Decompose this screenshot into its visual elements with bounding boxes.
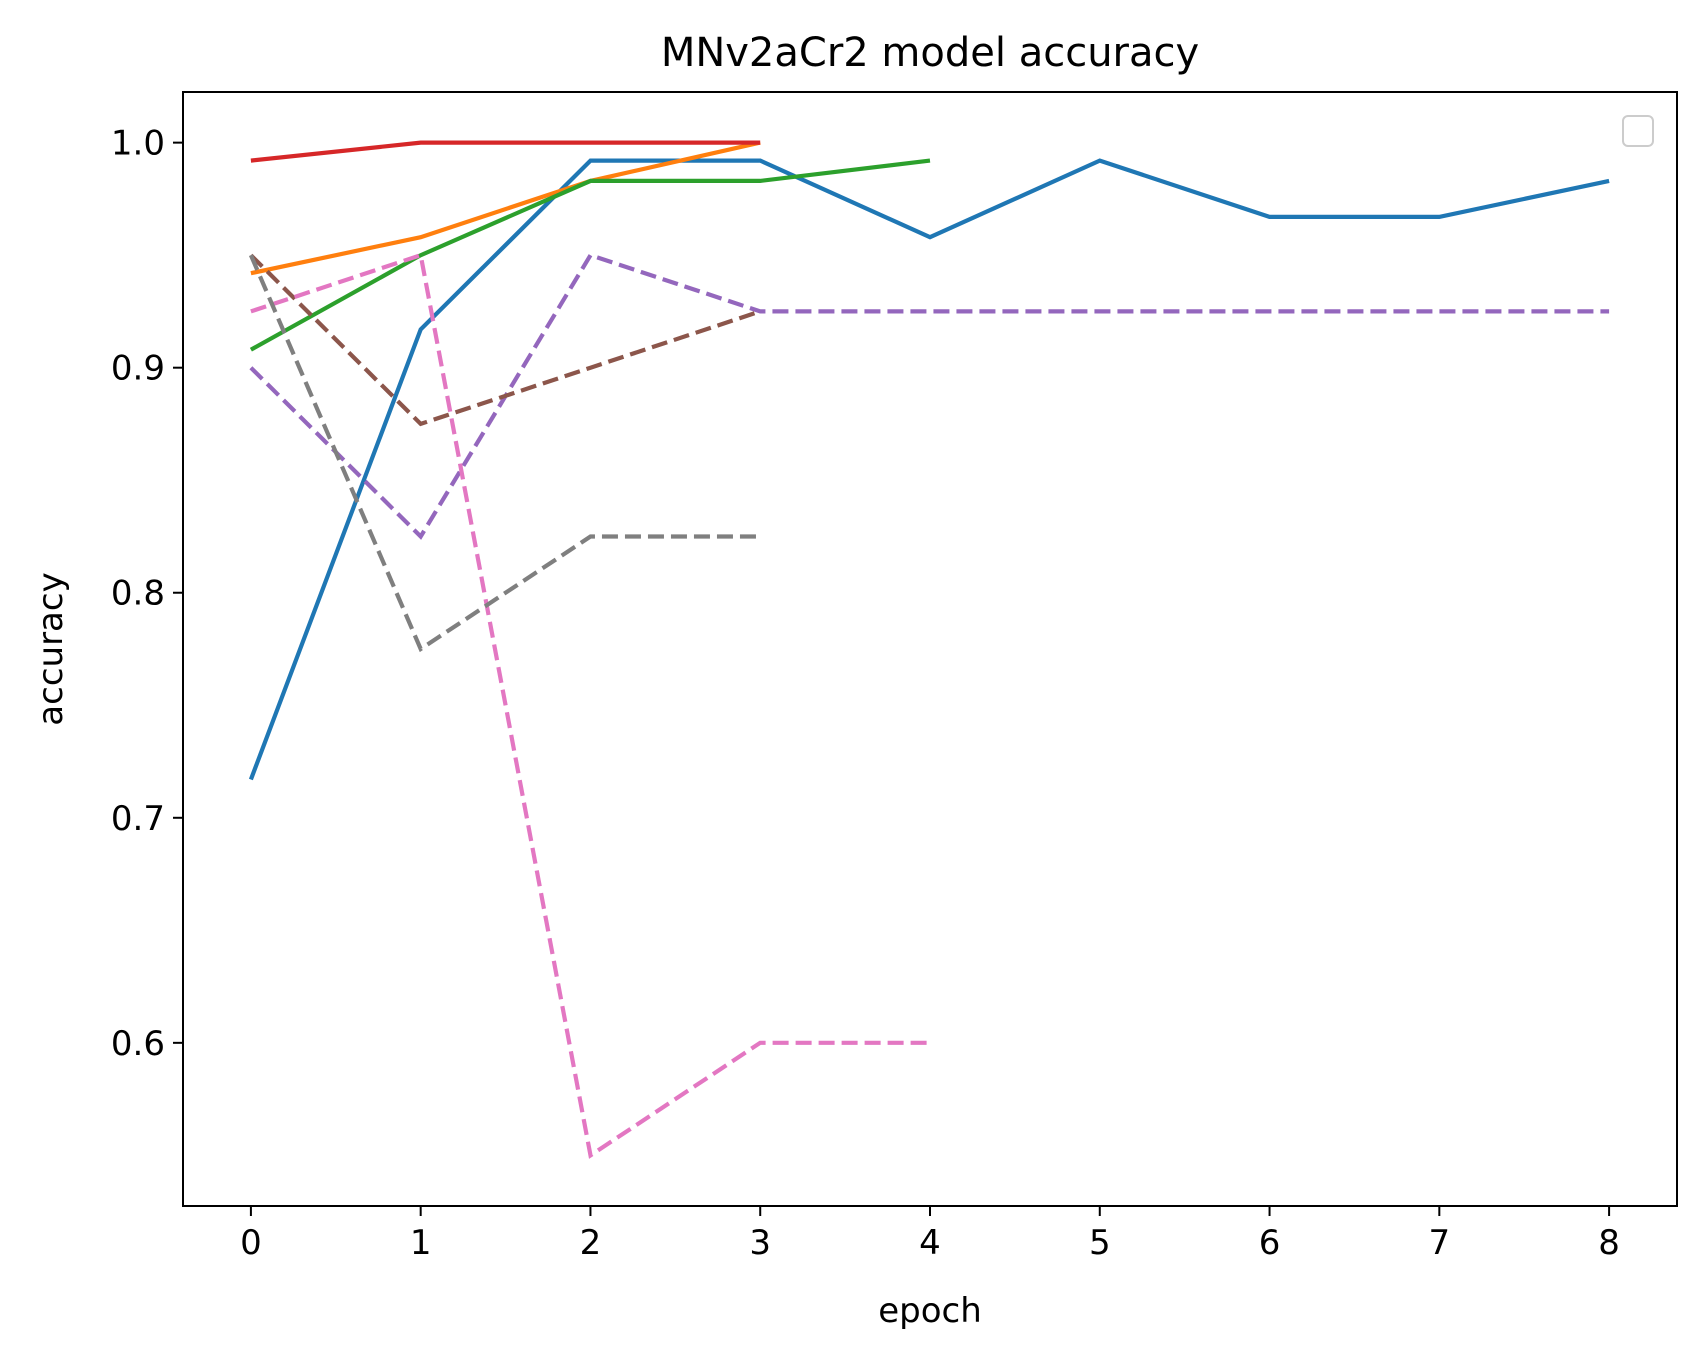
x-tick-label: 5 bbox=[1089, 1223, 1111, 1263]
x-tick-label: 6 bbox=[1259, 1223, 1281, 1263]
y-axis: 0.6 0.7 0.8 0.9 1.0 bbox=[111, 124, 183, 1064]
chart-title: MNv2aCr2 model accuracy bbox=[661, 30, 1199, 76]
series-line-8 bbox=[248, 254, 761, 653]
y-tick-label: 0.7 bbox=[111, 799, 165, 839]
y-tick-label: 0.9 bbox=[111, 349, 165, 389]
x-tick-label: 1 bbox=[410, 1223, 432, 1263]
series-line-7 bbox=[250, 252, 930, 1159]
legend-box bbox=[1622, 115, 1654, 147]
series-line-1 bbox=[248, 158, 1610, 781]
x-tick-label: 8 bbox=[1598, 1223, 1620, 1263]
y-tick-label: 0.6 bbox=[111, 1024, 165, 1064]
series-line-4 bbox=[250, 140, 761, 163]
x-tick-label: 2 bbox=[580, 1223, 602, 1263]
x-tick-label: 0 bbox=[240, 1223, 262, 1263]
x-tick-label: 7 bbox=[1428, 1223, 1450, 1263]
series-line-6 bbox=[249, 253, 761, 427]
series-layer bbox=[248, 140, 1610, 1159]
x-tick-label: 4 bbox=[919, 1223, 941, 1263]
y-axis-label: accuracy bbox=[31, 572, 71, 725]
x-axis: 0 1 2 3 4 5 6 7 8 bbox=[240, 1206, 1620, 1263]
x-axis-label: epoch bbox=[878, 1291, 982, 1331]
series-line-3 bbox=[249, 158, 931, 352]
series-line-5 bbox=[249, 252, 1610, 540]
series-line-2 bbox=[250, 140, 761, 276]
y-tick-label: 1.0 bbox=[111, 124, 165, 164]
x-tick-label: 3 bbox=[749, 1223, 771, 1263]
y-tick-label: 0.8 bbox=[111, 574, 165, 614]
